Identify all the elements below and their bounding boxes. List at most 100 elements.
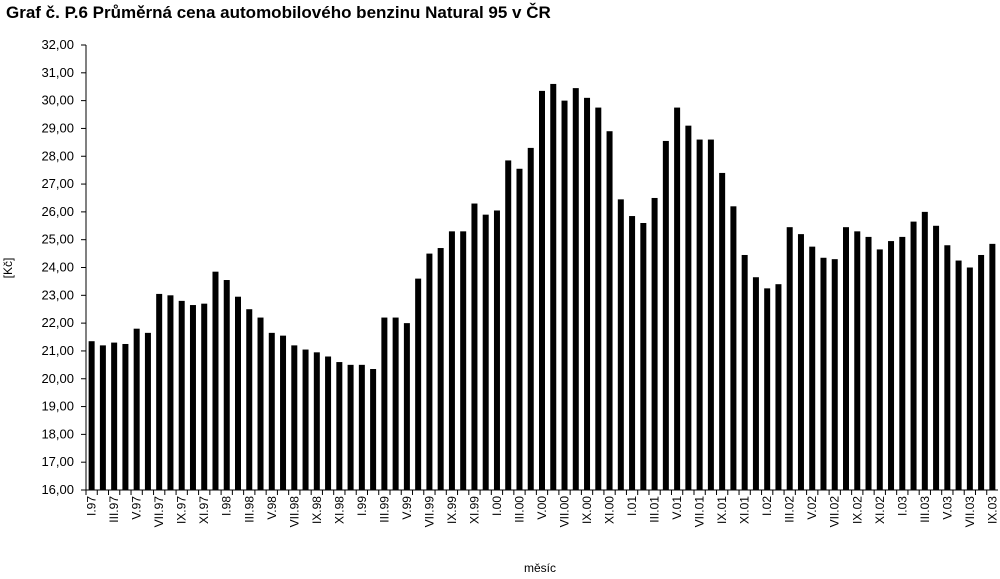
x-tick-label: V.01 xyxy=(670,496,684,520)
bar xyxy=(865,236,872,490)
bar xyxy=(144,332,151,490)
bar xyxy=(651,197,658,490)
x-tick-label: IX.00 xyxy=(580,496,594,524)
x-tick-label: III.01 xyxy=(648,496,662,523)
bar xyxy=(910,221,917,490)
x-tick-label: I.99 xyxy=(355,496,369,516)
bar xyxy=(358,364,365,490)
x-tick-label: I.02 xyxy=(760,496,774,516)
bar xyxy=(606,131,613,490)
bar xyxy=(775,284,782,490)
bar xyxy=(921,211,928,490)
y-tick-label: 21,00 xyxy=(41,343,74,358)
bar xyxy=(280,335,287,490)
bar xyxy=(786,227,793,490)
bar xyxy=(595,107,602,490)
bar xyxy=(820,257,827,490)
chart-title: Graf č. P.6 Průměrná cena automobilového… xyxy=(6,3,551,22)
bar xyxy=(178,300,185,490)
bar xyxy=(235,296,241,490)
bar xyxy=(403,323,410,490)
bar xyxy=(167,295,174,490)
bar xyxy=(752,277,759,490)
x-tick-label: IX.03 xyxy=(985,496,999,524)
x-tick-label: I.01 xyxy=(625,496,639,516)
x-tick-label: V.03 xyxy=(940,496,954,520)
bar xyxy=(933,225,940,490)
bar xyxy=(133,328,140,490)
bar xyxy=(978,254,985,490)
bar xyxy=(707,139,714,490)
bar xyxy=(809,246,816,490)
x-tick-label: XI.01 xyxy=(738,496,752,524)
bar xyxy=(561,100,568,490)
bar xyxy=(437,248,444,490)
bar xyxy=(392,317,399,490)
bar xyxy=(584,97,591,490)
x-tick-label: I.00 xyxy=(490,496,504,516)
y-tick-label: 17,00 xyxy=(41,454,74,469)
bar xyxy=(674,107,681,490)
bar xyxy=(482,214,489,490)
bar xyxy=(189,305,196,490)
x-tick-label: III.98 xyxy=(242,496,256,523)
bar xyxy=(122,343,129,490)
bar xyxy=(685,125,692,490)
bar xyxy=(99,345,106,490)
bar xyxy=(212,271,219,490)
bar xyxy=(223,280,230,490)
bar xyxy=(527,147,534,490)
x-tick-label: V.97 xyxy=(130,496,144,520)
bar xyxy=(989,243,996,490)
x-tick-label: VII.98 xyxy=(287,496,301,528)
x-tick-label: XI.02 xyxy=(873,496,887,524)
bar xyxy=(539,90,545,490)
x-tick-label: V.00 xyxy=(535,496,549,520)
bar xyxy=(617,199,624,490)
bar xyxy=(201,303,208,490)
y-tick-label: 24,00 xyxy=(41,260,74,275)
bar xyxy=(831,259,838,490)
bar xyxy=(313,352,320,490)
x-tick-label: XI.98 xyxy=(332,496,346,524)
y-tick-label: 19,00 xyxy=(41,399,74,414)
bar xyxy=(629,216,636,490)
bar xyxy=(966,267,973,490)
y-axis-label: [Kč] xyxy=(1,258,15,279)
bar xyxy=(764,288,771,490)
bar xyxy=(550,83,557,490)
x-tick-label: XI.00 xyxy=(603,496,617,524)
x-tick-label: IX.98 xyxy=(310,496,324,524)
x-tick-label: VII.01 xyxy=(693,496,707,528)
x-tick-label: VII.03 xyxy=(963,496,977,528)
x-tick-label: XI.99 xyxy=(467,496,481,524)
x-tick-label: V.99 xyxy=(400,496,414,520)
bar xyxy=(370,369,377,490)
y-tick-label: 23,00 xyxy=(41,287,74,302)
y-tick-label: 28,00 xyxy=(41,148,74,163)
bar xyxy=(257,317,264,490)
bar xyxy=(246,309,253,490)
bar xyxy=(493,210,500,490)
x-tick-label: IX.02 xyxy=(850,496,864,524)
bar xyxy=(426,253,433,490)
x-tick-label: VII.02 xyxy=(828,496,842,528)
bar xyxy=(797,234,804,490)
bar xyxy=(730,206,737,490)
bar xyxy=(336,362,343,490)
bar xyxy=(302,349,309,490)
bar xyxy=(899,236,906,490)
bar xyxy=(640,223,647,490)
x-tick-label: IX.97 xyxy=(175,496,189,524)
x-tick-label: III.00 xyxy=(512,496,526,523)
bar xyxy=(448,231,455,490)
x-tick-label: VII.00 xyxy=(558,496,572,528)
bar xyxy=(741,254,748,490)
x-tick-label: III.03 xyxy=(918,496,932,523)
y-tick-label: 32,00 xyxy=(41,37,74,52)
bar xyxy=(662,140,669,490)
y-tick-label: 25,00 xyxy=(41,232,74,247)
y-tick-label: 31,00 xyxy=(41,65,74,80)
y-tick-label: 18,00 xyxy=(41,426,74,441)
bar xyxy=(381,317,388,490)
